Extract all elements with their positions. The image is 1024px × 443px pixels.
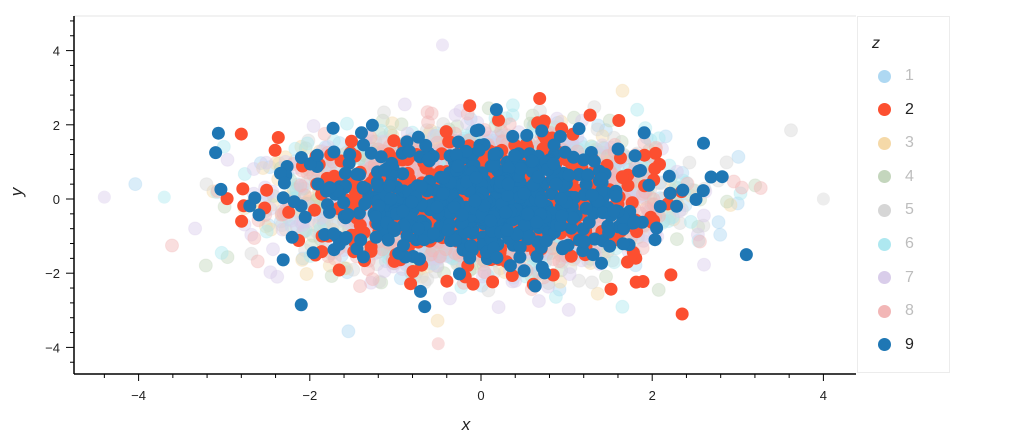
scatter-points xyxy=(97,38,830,351)
legend-label: 3 xyxy=(905,134,914,152)
y-tick-label: 2 xyxy=(53,118,60,133)
y-axis-label: y xyxy=(7,186,26,197)
legend-marker-icon xyxy=(878,304,891,318)
y-tick-label: −4 xyxy=(45,340,60,355)
legend-item-9[interactable]: 9 xyxy=(878,335,914,355)
legend-label: 4 xyxy=(905,167,914,185)
legend-label: 1 xyxy=(905,67,914,84)
legend-item-7[interactable]: 7 xyxy=(878,268,914,288)
series-9 xyxy=(209,103,753,314)
axes: −4 −2 0 2 4 −4 −2 0 2 4 xyxy=(45,15,856,403)
legend-marker-icon xyxy=(878,170,891,184)
legend-label: 6 xyxy=(905,235,914,252)
x-axis-label: x xyxy=(461,415,471,434)
legend-marker-icon xyxy=(878,103,891,117)
y-tick-label: 0 xyxy=(53,192,60,207)
legend: z 1 2 3 4 5 6 7 8 9 xyxy=(857,16,950,373)
legend-label: 9 xyxy=(905,335,914,353)
legend-item-2[interactable]: 2 xyxy=(878,100,914,120)
legend-marker-icon xyxy=(878,203,891,217)
legend-label: 7 xyxy=(905,268,914,286)
x-tick-label: 4 xyxy=(820,388,827,403)
legend-label: 8 xyxy=(905,302,914,320)
y-tick-label: −2 xyxy=(45,266,60,281)
legend-item-3[interactable]: 3 xyxy=(878,133,914,153)
legend-title: z xyxy=(872,35,880,52)
legend-marker-icon xyxy=(878,69,891,83)
legend-label: 2 xyxy=(905,100,914,118)
legend-item-5[interactable]: 5 xyxy=(878,200,914,220)
x-tick-label: −2 xyxy=(302,388,317,403)
x-tick-label: −4 xyxy=(131,388,146,403)
legend-marker-icon xyxy=(878,271,891,285)
y-tick-label: 4 xyxy=(53,44,60,59)
legend-label: 5 xyxy=(905,201,914,219)
x-tick-label: 0 xyxy=(477,388,484,403)
legend-marker-icon xyxy=(878,338,891,352)
x-tick-label: 2 xyxy=(649,388,656,403)
legend-marker-icon xyxy=(878,136,891,150)
legend-item-1[interactable]: 1 xyxy=(878,66,914,86)
legend-item-6[interactable]: 6 xyxy=(878,234,914,254)
legend-item-4[interactable]: 4 xyxy=(878,167,914,187)
legend-marker-icon xyxy=(878,237,891,251)
legend-item-8[interactable]: 8 xyxy=(878,301,914,321)
